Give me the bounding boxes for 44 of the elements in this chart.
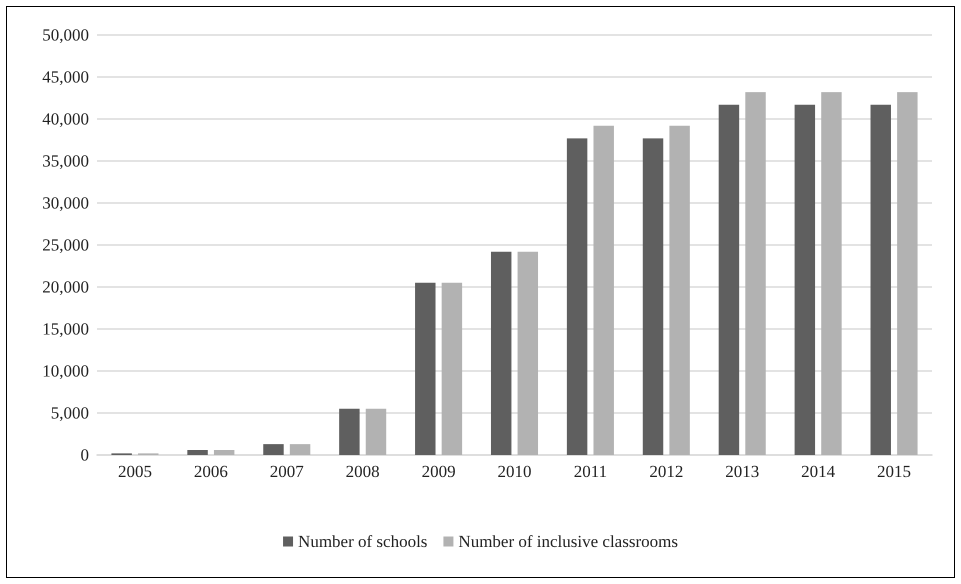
bar bbox=[290, 444, 310, 455]
x-tick-label: 2008 bbox=[346, 462, 380, 481]
bar bbox=[214, 450, 234, 455]
legend-label: Number of inclusive classrooms bbox=[458, 532, 678, 551]
bar bbox=[897, 92, 918, 455]
bar bbox=[518, 252, 538, 455]
x-tick-label: 2005 bbox=[118, 462, 152, 481]
bar bbox=[794, 104, 816, 455]
y-tick-label: 20,000 bbox=[42, 278, 89, 296]
bar bbox=[718, 104, 740, 455]
y-tick-label: 50,000 bbox=[42, 26, 89, 44]
bar bbox=[593, 126, 614, 455]
bar bbox=[745, 92, 766, 455]
y-tick-label: 15,000 bbox=[42, 320, 89, 338]
bar bbox=[566, 138, 588, 455]
x-tick-label: 2009 bbox=[422, 462, 456, 481]
x-tick-label: 2012 bbox=[649, 462, 684, 481]
bar bbox=[339, 408, 360, 455]
bar bbox=[870, 104, 891, 455]
bar bbox=[263, 444, 284, 455]
y-tick-label: 35,000 bbox=[42, 152, 89, 170]
x-tick-label: 2014 bbox=[801, 462, 836, 481]
x-tick-label: 2015 bbox=[877, 462, 912, 481]
legend-label: Number of schools bbox=[298, 532, 428, 551]
bar bbox=[187, 450, 208, 455]
x-tick-label: 2013 bbox=[725, 462, 760, 481]
bar bbox=[490, 252, 512, 455]
y-tick-label: 30,000 bbox=[42, 194, 89, 212]
x-tick-label: 2011 bbox=[574, 462, 608, 481]
bar bbox=[415, 282, 436, 455]
y-tick-label: 10,000 bbox=[42, 362, 89, 380]
bar bbox=[821, 92, 842, 455]
y-tick-label: 0 bbox=[80, 446, 89, 464]
bar bbox=[442, 282, 462, 455]
y-tick-label: 45,000 bbox=[42, 68, 89, 86]
x-tick-label: 2006 bbox=[194, 462, 228, 481]
y-tick-label: 40,000 bbox=[42, 110, 89, 128]
bar bbox=[366, 408, 386, 455]
y-tick-label: 5,000 bbox=[50, 404, 89, 422]
bar bbox=[642, 138, 664, 455]
y-tick-label: 25,000 bbox=[42, 236, 89, 254]
bar bbox=[669, 126, 690, 455]
x-tick-label: 2007 bbox=[270, 462, 304, 481]
x-tick-label: 2010 bbox=[498, 462, 532, 481]
